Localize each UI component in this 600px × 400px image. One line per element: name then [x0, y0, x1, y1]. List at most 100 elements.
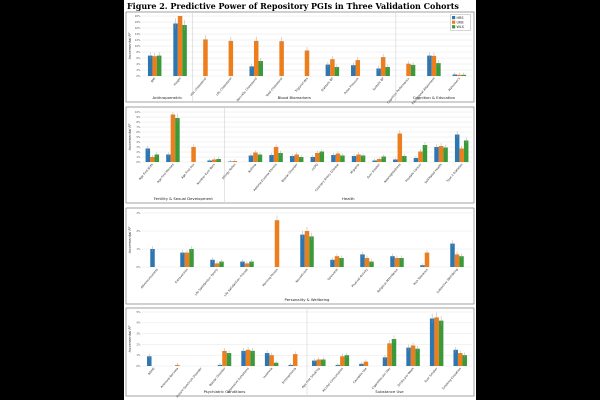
bar-hrs-extraversion	[180, 252, 185, 267]
bar-wls-extraversion	[189, 249, 194, 267]
y-tick-label: 8%	[136, 120, 141, 124]
y-tick-label: 5%	[136, 310, 141, 314]
bar-hrs-drinks-per-week	[406, 347, 411, 366]
group-label: Fertility & Sexual Development	[154, 196, 214, 201]
y-axis-label: Incremental R²	[128, 325, 132, 352]
bar-wls-coronary-artery-disease	[340, 155, 345, 162]
bar-ukb-migraine	[356, 154, 361, 162]
bar-ukb-drinks-per-week	[410, 345, 416, 366]
bar-ukb-non-hdl-cholesterol	[253, 40, 259, 76]
bar-ukb-copd	[315, 153, 320, 162]
y-tick-label: 1%	[136, 353, 141, 357]
bar-wls-openness	[339, 258, 344, 267]
bar-ukb-self-rated-health	[438, 146, 444, 162]
bar-ukb-nearsightedness	[397, 133, 403, 162]
bar-ukb-cognitive-performance	[406, 63, 411, 76]
y-tick-label: 18%	[135, 20, 141, 24]
bar-wls-nearsightedness	[402, 156, 407, 162]
bar-hrs-migraine	[351, 156, 357, 162]
y-tick-label: 2%	[136, 342, 141, 346]
bar-ukb-age-first-sex	[191, 147, 196, 162]
y-tick-label: 8%	[136, 50, 141, 54]
bar-hrs-type-2-diabetes	[454, 134, 460, 162]
bar-ukb-cigarettes-per-day	[387, 343, 392, 366]
y-tick-label: 4%	[136, 321, 141, 325]
bar-ukb-bipolar-disorder	[222, 350, 227, 366]
panel-frame	[125, 106, 475, 204]
bar-wls-life-satisfaction-friends	[249, 261, 254, 267]
bar-ukb-coronary-artery-disease	[335, 153, 341, 162]
bar-ukb-pulse-pressure	[355, 60, 361, 76]
y-axis-label: Incremental R²	[128, 32, 132, 59]
bar-ukb-schizophrenia	[292, 354, 298, 366]
y-tick-label: 2%	[136, 229, 141, 233]
group-label: Cognition & Education	[413, 95, 456, 100]
figure-title: Figure 2. Predictive Power of Repository…	[127, 1, 459, 11]
y-tick-label: 12%	[135, 38, 141, 42]
bar-hrs-prostate-cancer	[413, 158, 419, 162]
bar-wls-asthma-eczema-rhinitis	[278, 153, 283, 162]
group-label: Health	[342, 196, 355, 201]
bar-wls-bipolar-disorder	[226, 353, 232, 366]
bar-hrs-neuroticism	[300, 234, 305, 267]
panel-frame	[125, 207, 475, 305]
bar-hrs-systolic-bp	[376, 68, 381, 76]
bar-hrs-life-satisfaction-friends	[240, 261, 245, 267]
bar-ukb-height	[177, 16, 183, 76]
y-tick-label: 10%	[135, 110, 141, 114]
bar-wls-migraine	[360, 155, 366, 162]
bar-wls-depressive-symptoms	[250, 350, 255, 366]
bar-ukb-risk-tolerance	[424, 252, 430, 267]
y-tick-label: 7%	[136, 125, 141, 129]
bar-ukb-age-first-birth	[150, 157, 155, 162]
bar-ukb-type-2-diabetes	[459, 148, 464, 162]
legend-swatch-wls	[452, 25, 456, 29]
y-tick-label: 6%	[136, 56, 141, 60]
bar-wls-ever-smoker	[438, 320, 444, 366]
category-label: BMI	[150, 76, 157, 83]
y-tick-label: 0%	[136, 160, 141, 164]
bar-wls-age-first-birth	[154, 154, 160, 162]
bar-ukb-bipolar-disorder	[294, 154, 299, 162]
y-tick-label: 2%	[136, 150, 141, 154]
legend-swatch-hrs	[452, 16, 456, 20]
y-tick-label: 3%	[136, 332, 141, 336]
charts-svg: 0% 2% 4% 6% 8% 10% 12% 14% 16% 18% 20% Incremental …	[125, 11, 475, 398]
bar-wls-age-first-smoking	[321, 359, 326, 366]
bar-ukb-systolic-bp	[380, 57, 386, 76]
bar-hrs-life-satisfaction-family	[210, 259, 215, 267]
group-label: Psychiatric Conditions	[204, 389, 246, 394]
bar-wls-neuroticism	[309, 236, 314, 267]
bar-hrs-ever-smoker	[429, 318, 435, 366]
bar-hrs-educational-attainment	[427, 55, 432, 76]
bar-hrs-asthma-eczema-rhinitis	[269, 155, 274, 162]
bar-wls-height	[182, 25, 187, 76]
bar-hrs-diastolic-bp	[325, 64, 331, 76]
bar-ukb-age-first-smoking	[316, 359, 322, 366]
y-tick-label: 6%	[136, 130, 141, 134]
bar-hrs-adventurousness	[150, 249, 155, 267]
y-tick-label: 3%	[136, 211, 141, 215]
bar-hrs-copd	[310, 157, 316, 162]
y-tick-label: 3%	[136, 145, 141, 149]
bar-hrs-subjective-well-being	[450, 243, 455, 267]
bar-wls-religious-attendance	[399, 258, 404, 267]
bar-ukb-alcohol-consumption	[340, 356, 345, 366]
group-label: Personality & Wellbeing	[285, 297, 330, 302]
bar-hrs-smoking-cessation	[453, 349, 458, 366]
bar-hrs-self-rated-health	[434, 147, 439, 162]
y-tick-label: 0%	[136, 265, 141, 269]
bar-hrs-insomnia	[264, 353, 270, 366]
bar-ukb-extraversion	[184, 252, 190, 267]
bar-wls-alcohol-consumption	[344, 355, 350, 366]
y-tick-label: 0%	[136, 74, 141, 78]
bar-ukb-physical-activity	[364, 258, 370, 267]
bar-ukb-age-first-menses	[170, 114, 176, 162]
bar-ukb-morning-person	[274, 220, 280, 267]
y-tick-label: 4%	[136, 140, 141, 144]
bar-wls-life-satisfaction-family	[219, 261, 224, 267]
bar-hrs-religious-attendance	[390, 256, 395, 267]
